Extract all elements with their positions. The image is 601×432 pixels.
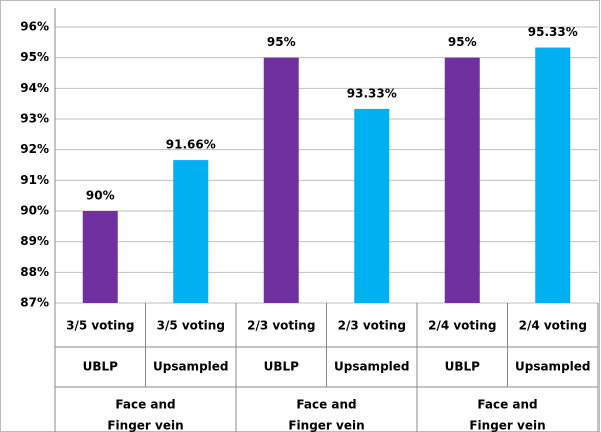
x-tick-label: 2/3 voting (247, 319, 315, 333)
x-tick-label: 2/4 voting (519, 319, 587, 333)
x-subcategory-label: Upsampled (515, 360, 591, 374)
x-tick-label: 3/5 voting (157, 319, 225, 333)
x-group-label: Finger vein (288, 419, 364, 432)
x-tick-label: 3/5 voting (66, 319, 134, 333)
y-tick-label: 92% (20, 142, 49, 156)
x-group-label: Face and (115, 398, 175, 412)
y-tick-label: 96% (20, 20, 49, 34)
y-tick-label: 93% (20, 112, 49, 126)
x-tick-label: 2/3 voting (338, 319, 406, 333)
bar (82, 211, 118, 303)
bar (263, 57, 299, 303)
data-label: 95% (448, 35, 477, 49)
bar (535, 47, 571, 304)
x-group-label: Face and (296, 398, 356, 412)
x-group-label: Finger vein (107, 419, 183, 432)
x-subcategory-label: UBLP (445, 360, 481, 374)
x-subcategory-label: Upsampled (153, 360, 229, 374)
bar (444, 57, 480, 303)
bar (354, 108, 390, 303)
x-subcategory-label: UBLP (264, 360, 300, 374)
y-tick-label: 95% (20, 50, 49, 64)
data-label: 90% (86, 189, 115, 203)
x-group-label: Finger vein (469, 419, 545, 432)
data-label: 95% (267, 35, 296, 49)
x-group-label: Face and (477, 398, 537, 412)
x-tick-label: 2/4 voting (428, 319, 496, 333)
y-tick-label: 91% (20, 173, 49, 187)
data-label: 95.33% (528, 25, 578, 39)
data-label: 91.66% (166, 138, 216, 152)
data-label: 93.33% (347, 86, 397, 100)
bar (173, 160, 209, 303)
x-subcategory-label: UBLP (83, 360, 119, 374)
x-subcategory-label: Upsampled (334, 360, 410, 374)
y-tick-label: 88% (20, 265, 49, 279)
y-tick-label: 90% (20, 204, 49, 218)
y-tick-label: 94% (20, 81, 49, 95)
y-tick-label: 87% (20, 296, 49, 310)
y-tick-label: 89% (20, 234, 49, 248)
